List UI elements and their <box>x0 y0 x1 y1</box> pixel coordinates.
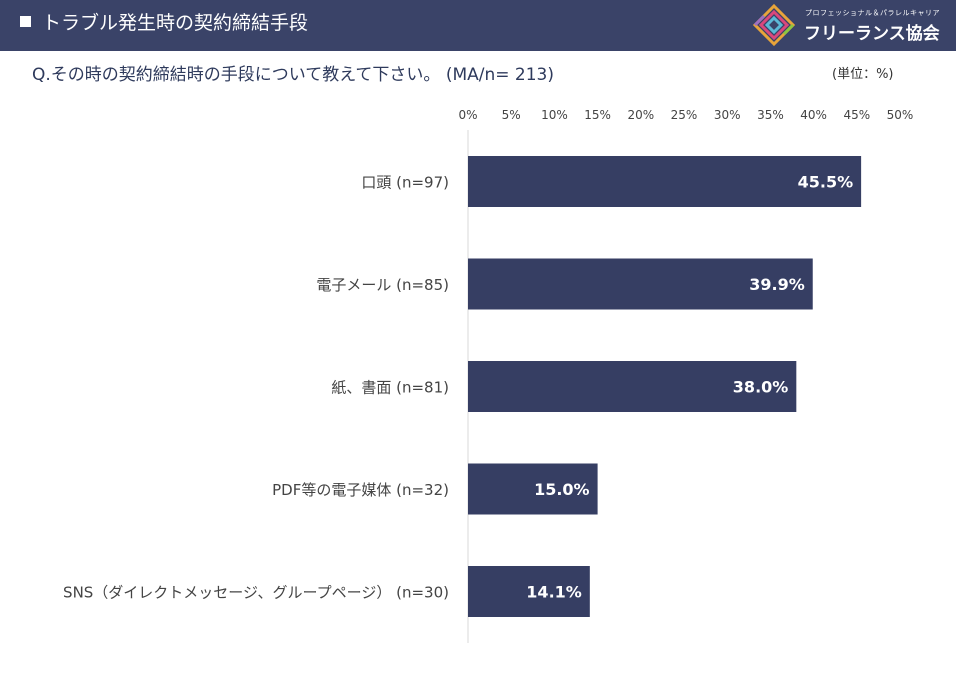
unit-note: (単位：%) <box>832 67 894 82</box>
data-label: 14.1% <box>526 583 582 602</box>
x-tick-label: 45% <box>843 108 870 122</box>
bar <box>468 258 813 310</box>
bar <box>468 463 598 515</box>
data-label: 38.0% <box>733 378 789 397</box>
category-label: 口頭 (n=97) <box>361 174 449 192</box>
header-bar: トラブル発生時の契約締結手段 プロフェッショナル＆パラレルキャリア フリーランス… <box>0 0 956 51</box>
x-tick-label: 5% <box>502 108 521 122</box>
x-tick-label: 40% <box>800 108 827 122</box>
association-logo: プロフェッショナル＆パラレルキャリア フリーランス協会 <box>752 3 952 47</box>
page-title-text: トラブル発生時の契約締結手段 <box>42 12 309 34</box>
category-label: 電子メール (n=85) <box>316 276 449 294</box>
question-text: Q.その時の契約締結時の手段について教えて下さい。 (MA/n= 213) <box>32 65 554 85</box>
x-tick-label: 0% <box>458 108 477 122</box>
data-label: 45.5% <box>798 173 854 192</box>
x-tick-label: 25% <box>671 108 698 122</box>
x-tick-label: 10% <box>541 108 568 122</box>
logo-mark-icon <box>752 3 796 47</box>
category-label: SNS（ダイレクトメッセージ、グループページ） (n=30) <box>63 584 449 602</box>
logo-name: フリーランス協会 <box>804 24 940 44</box>
bar <box>468 156 862 207</box>
bar <box>468 566 590 617</box>
bar <box>468 361 797 412</box>
x-tick-label: 50% <box>887 108 914 122</box>
x-tick-label: 20% <box>627 108 654 122</box>
x-tick-label: 15% <box>584 108 611 122</box>
category-label: PDF等の電子媒体 (n=32) <box>272 481 449 499</box>
x-tick-label: 30% <box>714 108 741 122</box>
data-label: 39.9% <box>749 275 805 294</box>
page-title: トラブル発生時の契約締結手段 <box>20 0 308 51</box>
category-label: 紙、書面 (n=81) <box>331 379 449 397</box>
x-tick-label: 35% <box>757 108 784 122</box>
data-label: 15.0% <box>534 480 590 499</box>
bar-chart: 0% 5% 10% 15% 20% 25% 30% 35% 40% 45% 50% 口頭 (n=97)… <box>63 108 914 643</box>
logo-tagline: プロフェッショナル＆パラレルキャリア <box>805 9 940 17</box>
square-bullet-icon <box>20 16 31 27</box>
